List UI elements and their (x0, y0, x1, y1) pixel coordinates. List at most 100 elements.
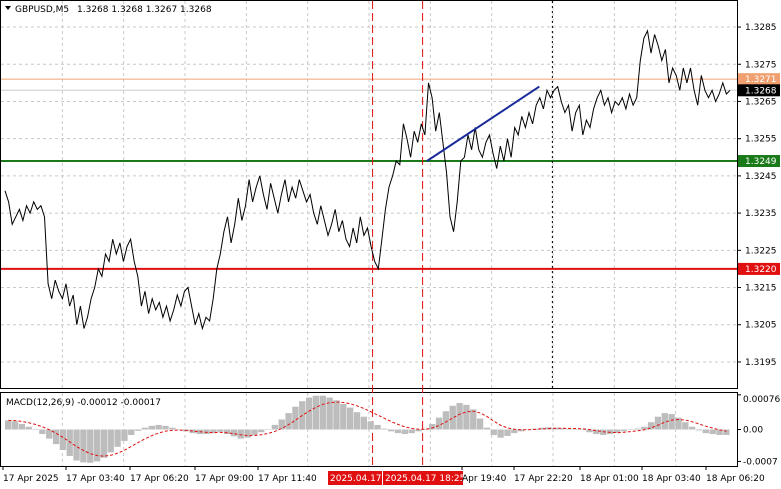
macd-bar (586, 429, 593, 433)
macd-bar (237, 429, 244, 439)
macd-bar (271, 424, 279, 430)
price-axis: 1.32851.32751.32651.32551.32451.32351.32… (737, 23, 777, 368)
price-tick-label: 1.3265 (745, 97, 777, 107)
macd-bar (11, 421, 19, 430)
macd-bar (442, 411, 450, 430)
macd-bar (381, 428, 388, 430)
vertical-markers (372, 1, 553, 466)
time-tick-label: 18 Apr 06:20 (706, 474, 765, 484)
macd-bar (504, 429, 511, 436)
macd-bar (435, 417, 443, 430)
macd-bar (121, 429, 128, 441)
macd-bar (73, 429, 80, 461)
price-level-label: 1.3220 (745, 265, 777, 275)
macd-bar (134, 429, 142, 431)
macd-bar (497, 429, 504, 438)
price-line (4, 29, 731, 331)
macd-bar (189, 429, 197, 434)
time-tick-label: 17 Apr 09:00 (195, 474, 254, 484)
macd-bar (39, 429, 46, 435)
macd-bar (292, 406, 299, 430)
price-levels (1, 78, 737, 270)
macd-bar (285, 413, 292, 430)
macd-bar (490, 429, 497, 435)
price-tick-label: 1.3255 (745, 135, 777, 145)
macd-bar (319, 395, 326, 430)
macd-bar (456, 403, 463, 430)
macd-bar (305, 397, 313, 430)
macd-bar (408, 429, 415, 434)
macd-bar (429, 424, 436, 430)
price-level-badge (738, 73, 780, 86)
macd-bar (346, 407, 354, 430)
price-tick-label: 1.3225 (745, 246, 777, 256)
macd-bar (46, 429, 53, 439)
macd-bar (702, 429, 709, 434)
price-tick-label: 1.3195 (745, 358, 777, 368)
time-tick-label: 2025.04.17 (330, 474, 382, 484)
macd-bar (114, 429, 121, 447)
macd-label: MACD(12,26,9) -0.00012 -0.00017 (6, 398, 161, 408)
price-tick-label: 1.3235 (745, 209, 777, 219)
macd-bar (511, 429, 518, 434)
dropdown-triangle-icon[interactable] (5, 6, 11, 10)
macd-bar (565, 428, 573, 430)
price-tick-label: 1.3285 (745, 23, 777, 33)
symbol-timeframe: GBPUSD,M5 (15, 5, 69, 15)
macd-bar (155, 424, 162, 430)
grid-lines (1, 1, 737, 466)
macd-bar (333, 400, 340, 430)
macd-bar (559, 428, 566, 430)
time-tick-label: 17 Apr 22:20 (514, 474, 573, 484)
macd-bar (59, 429, 67, 451)
time-tick-label: 18 Apr 03:40 (642, 474, 701, 484)
macd-bar (401, 429, 409, 435)
macd-bar (524, 429, 532, 430)
macd-bar (422, 429, 429, 430)
macd-bar (312, 395, 320, 430)
time-marker-badge (383, 471, 463, 485)
macd-indicator (5, 395, 730, 463)
macd-tick-label: 0.00 (743, 426, 763, 436)
macd-bar (230, 429, 238, 437)
price-tick-label: 1.3275 (745, 60, 777, 70)
macd-bar (87, 429, 94, 463)
macd-bar (695, 429, 703, 431)
macd-bar (449, 405, 456, 430)
macd-bar (52, 429, 60, 445)
macd-bar (641, 426, 648, 430)
macd-bar (620, 429, 627, 432)
macd-bar (483, 427, 491, 430)
macd-bar (675, 417, 682, 430)
macd-signal-line (8, 401, 727, 457)
macd-tick-label: 0.00076 (743, 395, 780, 405)
time-tick-label: 2025.04.17 18:25 (385, 474, 465, 484)
macd-bar (647, 422, 655, 430)
time-marker-badge (328, 471, 382, 485)
macd-bar (93, 429, 101, 462)
macd-bar (415, 429, 422, 432)
macd-bar (470, 409, 477, 430)
macd-bar (367, 421, 374, 430)
macd-bar (32, 429, 39, 430)
macd-bar (463, 404, 470, 430)
macd-bar (148, 425, 155, 430)
trend-line[interactable] (426, 85, 540, 162)
price-tick-label: 1.3215 (745, 284, 777, 294)
macd-bar (688, 426, 696, 430)
macd-bar (169, 427, 176, 430)
time-tick-label: 18 Apr 01:00 (580, 474, 639, 484)
macd-bar (5, 420, 12, 430)
macd-bar (572, 429, 580, 430)
macd-bar (100, 429, 108, 458)
macd-bar (627, 429, 634, 430)
price-tick-label: 1.3245 (745, 172, 777, 182)
time-tick-label: 17 Apr 06:20 (130, 474, 189, 484)
macd-bar (388, 429, 395, 432)
macd-bar (593, 429, 600, 435)
macd-bar (128, 429, 135, 435)
macd-bar (244, 429, 251, 438)
macd-bar (326, 397, 333, 430)
